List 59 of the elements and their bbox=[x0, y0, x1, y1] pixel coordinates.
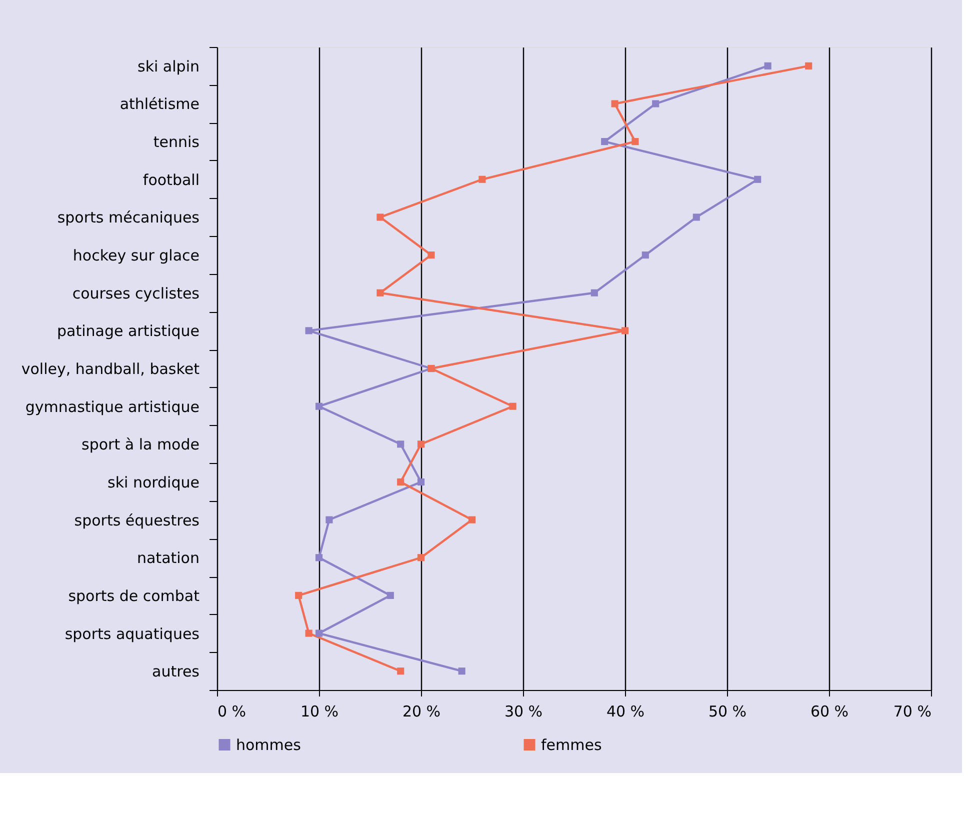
point bbox=[601, 138, 608, 146]
point bbox=[417, 478, 425, 486]
y-tick-label: tennis bbox=[153, 133, 200, 152]
point bbox=[652, 100, 660, 108]
x-tick-label: 50 % bbox=[708, 702, 747, 720]
x-tick-label: 0 % bbox=[218, 702, 246, 720]
y-tick-label: sport à la mode bbox=[82, 436, 200, 454]
point bbox=[386, 592, 394, 599]
x-tick-label: 10 % bbox=[300, 702, 339, 720]
y-tick-label: natation bbox=[136, 549, 200, 568]
point bbox=[611, 100, 618, 108]
point bbox=[326, 516, 333, 524]
point bbox=[458, 668, 466, 675]
point bbox=[478, 176, 486, 183]
x-tick-label: 20 % bbox=[402, 702, 441, 720]
point bbox=[428, 251, 435, 259]
point bbox=[417, 440, 425, 448]
y-tick-label: athlétisme bbox=[120, 95, 200, 114]
y-tick-label: ski nordique bbox=[108, 473, 200, 492]
point bbox=[376, 214, 384, 221]
y-tick-label: patinage artistique bbox=[56, 322, 200, 340]
y-tick-label: courses cyclistes bbox=[72, 284, 200, 302]
y-tick-label: football bbox=[142, 170, 200, 189]
point bbox=[305, 327, 312, 334]
y-tick-label: sports aquatiques bbox=[64, 624, 200, 643]
y-tick-label: sports de combat bbox=[68, 586, 200, 605]
y-tick-label: hockey sur glace bbox=[72, 246, 200, 265]
point bbox=[295, 592, 302, 599]
y-tick-label: gymnastique artistique bbox=[25, 398, 200, 416]
y-tick-label: sports mécaniques bbox=[57, 208, 200, 227]
point bbox=[632, 138, 639, 146]
point bbox=[315, 630, 323, 637]
point bbox=[397, 668, 404, 675]
point bbox=[397, 440, 404, 448]
point bbox=[621, 327, 629, 334]
legend-label: femmes bbox=[541, 736, 602, 754]
point bbox=[509, 402, 516, 410]
point bbox=[642, 251, 649, 259]
point bbox=[315, 402, 323, 410]
point bbox=[417, 554, 425, 562]
point bbox=[315, 554, 323, 562]
point bbox=[764, 62, 772, 70]
point bbox=[305, 630, 312, 637]
x-tick-label: 30 % bbox=[504, 702, 543, 720]
point bbox=[397, 478, 404, 486]
point bbox=[468, 516, 476, 524]
point bbox=[692, 214, 700, 221]
y-tick-label: ski alpin bbox=[138, 57, 200, 76]
y-tick-label: sports équestres bbox=[74, 511, 200, 530]
x-tick-label: 70 % bbox=[893, 702, 932, 720]
point bbox=[376, 289, 384, 296]
point bbox=[805, 62, 812, 70]
point bbox=[590, 289, 598, 296]
point bbox=[754, 176, 762, 183]
x-tick-label: 40 % bbox=[606, 702, 645, 720]
y-tick-label: autres bbox=[152, 662, 200, 681]
legend-label: hommes bbox=[236, 736, 302, 754]
x-tick-label: 60 % bbox=[810, 702, 849, 720]
y-tick-label: volley, handball, basket bbox=[21, 360, 200, 378]
